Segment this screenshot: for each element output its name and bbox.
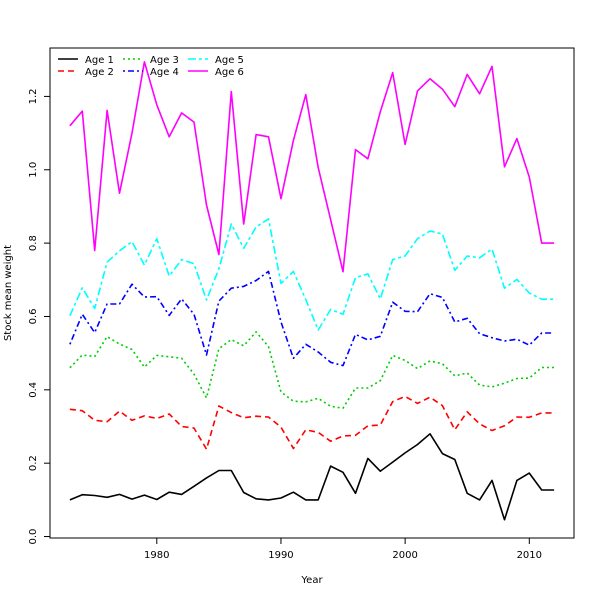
y-tick-label: 0.0 xyxy=(28,529,39,545)
legend-label: Age 4 xyxy=(150,67,179,78)
y-axis: 0.0 0.2 0.4 0.6 0.8 1.0 1.2 xyxy=(28,88,51,545)
x-tick-label: 1980 xyxy=(144,550,169,561)
x-tick-label: 2000 xyxy=(392,550,417,561)
legend-label: Age 2 xyxy=(85,67,114,78)
x-tick-label: 2010 xyxy=(517,550,542,561)
legend-label: Age 5 xyxy=(215,55,244,66)
y-axis-label: Stock mean weight xyxy=(3,245,14,341)
y-tick-label: 0.8 xyxy=(28,235,39,251)
x-axis-label: Year xyxy=(300,575,323,586)
series-line-age-2 xyxy=(69,395,555,451)
y-tick-label: 1.0 xyxy=(28,162,39,178)
series-layer xyxy=(69,61,555,521)
y-tick-label: 0.4 xyxy=(28,382,39,398)
series-line-age-5 xyxy=(69,218,555,331)
series-line-age-1 xyxy=(69,432,555,521)
x-axis: 1980 1990 2000 2010 xyxy=(144,537,542,561)
series-line-age-6 xyxy=(69,61,555,273)
legend-label: Age 3 xyxy=(150,55,179,66)
y-tick-label: 0.6 xyxy=(28,309,39,325)
x-tick-label: 1990 xyxy=(268,550,293,561)
y-tick-label: 1.2 xyxy=(28,88,39,104)
series-line-age-4 xyxy=(69,270,555,367)
legend-label: Age 1 xyxy=(85,55,114,66)
y-tick-label: 0.2 xyxy=(28,455,39,471)
plot-frame xyxy=(49,47,575,539)
series-line-age-3 xyxy=(69,331,555,410)
legend-label: Age 6 xyxy=(215,67,244,78)
